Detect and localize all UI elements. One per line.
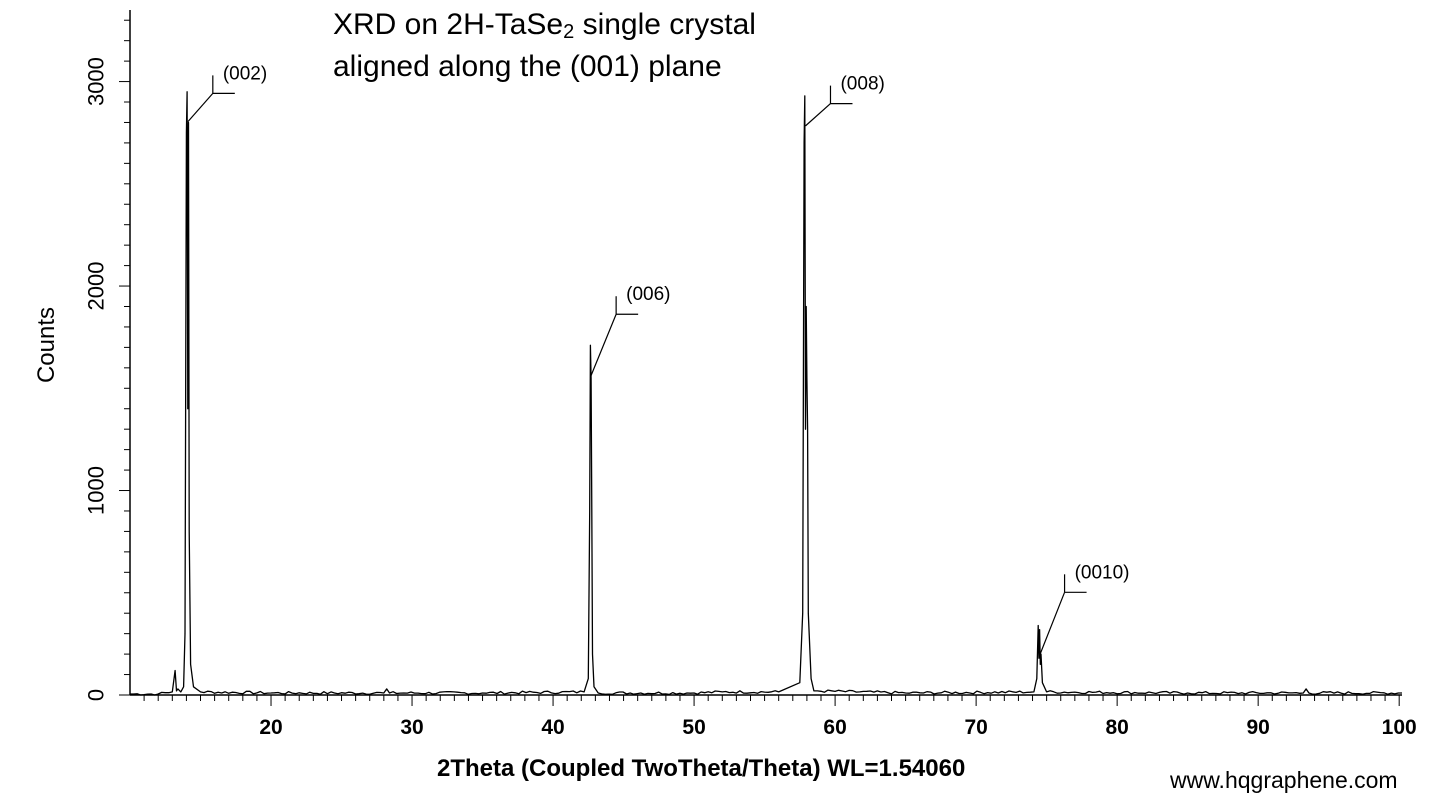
y-tick-label: 2000 [84,262,109,311]
peak-label: (008) [840,74,884,95]
y-ticks: 0 1000 2000 3000 [84,19,130,701]
x-tick-label: 50 [682,716,705,739]
x-tick-label: 90 [1246,716,1269,739]
peak-label: (006) [626,284,670,305]
x-tick-label: 80 [1105,716,1128,739]
x-tick-label: 20 [259,716,282,739]
y-tick-label: 0 [84,689,109,701]
y-tick-label: 1000 [84,466,109,515]
chart-subtitle: aligned along the (001) plane [333,50,722,83]
peak-leader-line [590,313,617,376]
watermark-url: www.hqgraphene.com [1170,767,1398,793]
x-tick-label: 40 [541,716,564,739]
y-tick-label: 3000 [84,57,109,106]
chart-title: XRD on 2H-TaSe2 single crystal [333,8,756,43]
x-ticks: 20 30 40 50 60 70 80 90 100 [143,695,1417,739]
x-tick-label: 30 [400,716,423,739]
peak-leader-line [187,92,214,123]
series-line [130,91,1402,696]
x-tick-label: 70 [964,716,987,739]
peak-label: (0010) [1075,562,1130,583]
peak-labels: (002) (006) (008) (0010) [187,63,1130,656]
peak-leader-line [805,103,831,127]
y-axis-label: Counts [33,306,60,384]
x-tick-label: 60 [823,716,846,739]
x-tick-label: 100 [1382,716,1417,739]
x-axis-label: 2Theta (Coupled TwoTheta/Theta) WL=1.540… [437,755,966,782]
peak-label: (002) [223,63,267,84]
peak-leader-line [1039,592,1066,656]
